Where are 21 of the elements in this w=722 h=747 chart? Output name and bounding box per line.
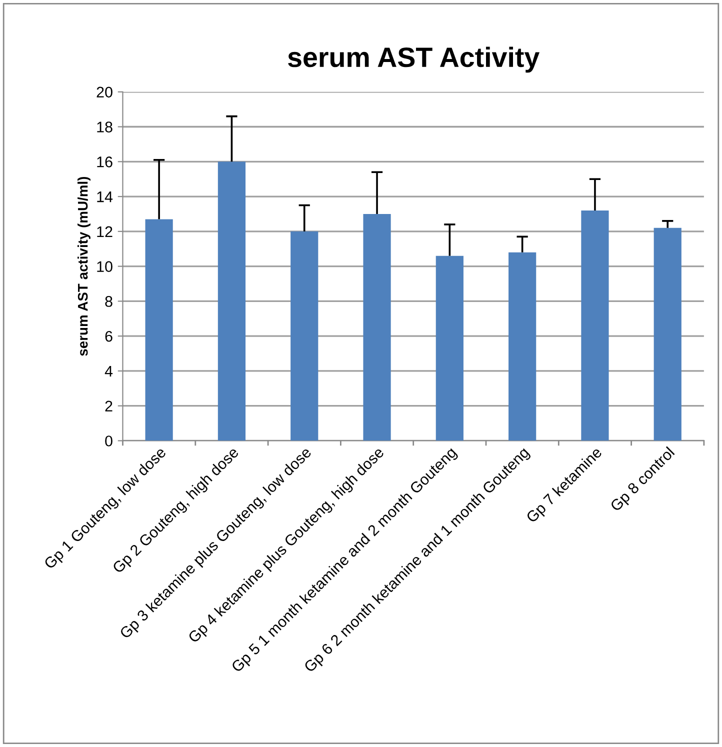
y-tick-label: 12 bbox=[97, 226, 112, 237]
bar bbox=[363, 214, 391, 441]
y-tick-label: 4 bbox=[104, 366, 113, 376]
bar bbox=[654, 228, 682, 441]
y-tick-label: 0 bbox=[105, 436, 112, 446]
y-tick-label: 2 bbox=[105, 400, 112, 412]
y-tick-label: 16 bbox=[97, 156, 112, 168]
chart-title: serum AST Activity bbox=[288, 46, 540, 73]
y-tick-label: 6 bbox=[105, 330, 112, 342]
bar bbox=[290, 231, 318, 441]
bar bbox=[436, 256, 464, 441]
y-tick-label: 10 bbox=[97, 261, 112, 272]
bar bbox=[581, 210, 609, 441]
bar bbox=[508, 252, 536, 441]
y-axis-title: serum AST activity (mU/ml) bbox=[78, 176, 90, 356]
bar bbox=[218, 162, 246, 441]
y-tick-label: 18 bbox=[97, 122, 112, 132]
y-tick-label: 14 bbox=[97, 192, 113, 202]
y-tick-label: 8 bbox=[105, 296, 112, 307]
y-tick-label: 20 bbox=[96, 86, 112, 98]
bar bbox=[145, 219, 173, 441]
